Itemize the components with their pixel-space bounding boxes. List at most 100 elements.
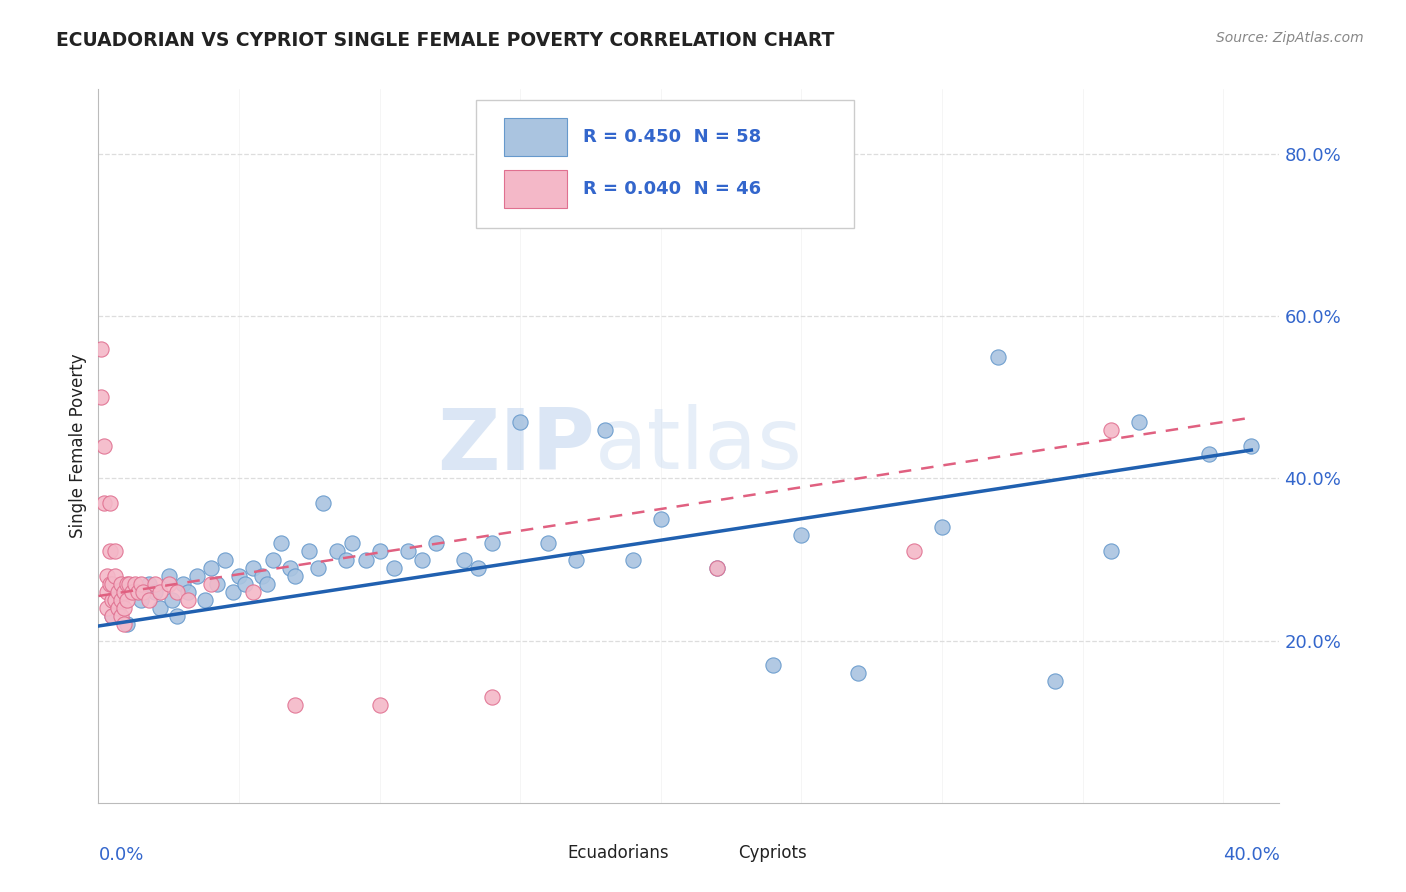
- FancyBboxPatch shape: [503, 118, 567, 156]
- Point: [481, 690, 503, 705]
- Point: [112, 601, 135, 615]
- Point: [340, 536, 363, 550]
- Point: [762, 657, 785, 672]
- Point: [101, 577, 124, 591]
- Point: [537, 536, 560, 550]
- Point: [157, 568, 180, 582]
- Point: [172, 577, 194, 591]
- Point: [112, 585, 135, 599]
- Point: [706, 560, 728, 574]
- Point: [706, 560, 728, 574]
- Point: [242, 560, 264, 574]
- Point: [214, 552, 236, 566]
- Point: [101, 609, 124, 624]
- Point: [160, 593, 183, 607]
- Text: Cypriots: Cypriots: [738, 844, 807, 862]
- Point: [1198, 447, 1220, 461]
- Point: [903, 544, 925, 558]
- Point: [98, 496, 121, 510]
- Point: [149, 601, 172, 615]
- Point: [112, 617, 135, 632]
- FancyBboxPatch shape: [516, 843, 561, 871]
- Point: [110, 593, 132, 607]
- Point: [110, 577, 132, 591]
- Point: [467, 560, 489, 574]
- Text: Source: ZipAtlas.com: Source: ZipAtlas.com: [1216, 31, 1364, 45]
- FancyBboxPatch shape: [477, 100, 855, 228]
- Point: [1128, 415, 1150, 429]
- Point: [411, 552, 433, 566]
- Point: [118, 577, 141, 591]
- Text: R = 0.040  N = 46: R = 0.040 N = 46: [582, 180, 761, 198]
- Point: [987, 350, 1010, 364]
- Point: [931, 520, 953, 534]
- Point: [132, 585, 155, 599]
- Point: [177, 593, 200, 607]
- Point: [242, 585, 264, 599]
- Text: ZIP: ZIP: [437, 404, 595, 488]
- Point: [186, 568, 208, 582]
- Point: [1043, 674, 1066, 689]
- Point: [200, 577, 222, 591]
- Point: [138, 593, 160, 607]
- Point: [396, 544, 419, 558]
- Y-axis label: Single Female Poverty: Single Female Poverty: [69, 354, 87, 538]
- Point: [127, 585, 149, 599]
- Point: [107, 601, 129, 615]
- Point: [205, 577, 228, 591]
- Point: [157, 577, 180, 591]
- Point: [382, 560, 405, 574]
- Point: [90, 390, 112, 404]
- Point: [1099, 423, 1122, 437]
- Point: [354, 552, 377, 566]
- Point: [222, 585, 245, 599]
- Point: [278, 560, 301, 574]
- Point: [425, 536, 447, 550]
- Point: [481, 536, 503, 550]
- Point: [284, 698, 307, 713]
- Text: R = 0.450  N = 58: R = 0.450 N = 58: [582, 128, 761, 146]
- Point: [96, 585, 118, 599]
- Point: [509, 415, 531, 429]
- Point: [307, 560, 329, 574]
- Point: [233, 577, 256, 591]
- Point: [115, 577, 138, 591]
- Point: [650, 512, 672, 526]
- Point: [298, 544, 321, 558]
- Point: [90, 342, 112, 356]
- Point: [256, 577, 278, 591]
- Point: [194, 593, 217, 607]
- Point: [121, 585, 143, 599]
- Text: atlas: atlas: [595, 404, 803, 488]
- Point: [143, 577, 166, 591]
- Point: [1240, 439, 1263, 453]
- Point: [101, 593, 124, 607]
- Text: ECUADORIAN VS CYPRIOT SINGLE FEMALE POVERTY CORRELATION CHART: ECUADORIAN VS CYPRIOT SINGLE FEMALE POVE…: [56, 31, 835, 50]
- Point: [110, 609, 132, 624]
- Point: [138, 577, 160, 591]
- Point: [790, 528, 813, 542]
- Point: [262, 552, 284, 566]
- Point: [107, 585, 129, 599]
- Point: [177, 585, 200, 599]
- FancyBboxPatch shape: [503, 169, 567, 209]
- FancyBboxPatch shape: [686, 843, 733, 871]
- Point: [104, 593, 127, 607]
- Point: [149, 585, 172, 599]
- Point: [124, 577, 146, 591]
- Point: [621, 552, 644, 566]
- Point: [101, 609, 124, 624]
- Point: [143, 585, 166, 599]
- Point: [593, 423, 616, 437]
- Point: [565, 552, 588, 566]
- Point: [129, 577, 152, 591]
- Point: [104, 544, 127, 558]
- Point: [335, 552, 357, 566]
- Text: 0.0%: 0.0%: [98, 846, 143, 863]
- Point: [312, 496, 335, 510]
- Point: [368, 544, 391, 558]
- Point: [96, 568, 118, 582]
- Point: [326, 544, 349, 558]
- Point: [284, 568, 307, 582]
- Point: [93, 496, 115, 510]
